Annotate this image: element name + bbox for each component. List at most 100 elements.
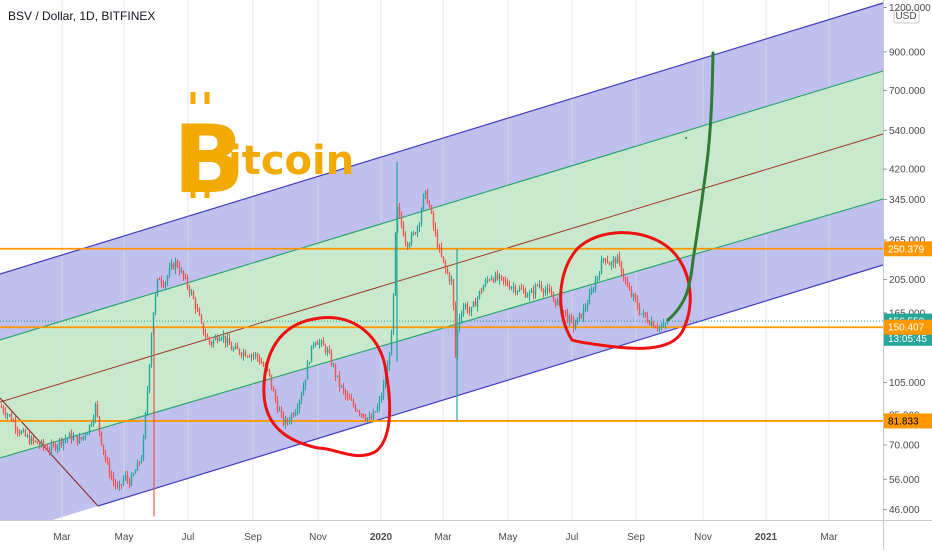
candle (84, 433, 87, 441)
candle-body (246, 356, 249, 358)
candle (626, 276, 629, 288)
candle-body (434, 226, 437, 234)
candle-body (552, 296, 555, 299)
candle-body (630, 290, 633, 297)
candle (154, 292, 157, 316)
candle (284, 415, 287, 430)
candle-body (122, 478, 125, 485)
candle (504, 276, 507, 287)
candle (484, 277, 487, 288)
candle (634, 292, 637, 303)
candle (4, 407, 7, 419)
candle (256, 352, 259, 362)
candle (526, 292, 529, 298)
candle (538, 280, 541, 289)
candle (574, 319, 577, 331)
candle-body (306, 363, 309, 380)
candle-body (436, 233, 439, 248)
candle-body (478, 291, 481, 298)
candle-body (228, 338, 231, 345)
candle-body (192, 291, 195, 299)
candle (22, 428, 25, 433)
candle (92, 414, 95, 427)
candle (98, 415, 101, 437)
candle (328, 345, 331, 355)
candle (398, 202, 401, 219)
channel-mid-line (0, 133, 884, 403)
candle (656, 323, 659, 332)
candle (52, 440, 55, 448)
candle-body (24, 430, 27, 437)
candle-body (136, 462, 139, 471)
candle (450, 275, 453, 286)
candle (122, 474, 125, 487)
candle-body (50, 444, 53, 452)
candle-body (236, 346, 239, 350)
candle (178, 261, 181, 276)
y-tick-label: 1200.000 (889, 3, 931, 14)
candle-body (270, 374, 273, 388)
candle (166, 274, 169, 286)
candle (664, 322, 667, 330)
candle (324, 343, 327, 355)
candle-body (40, 441, 43, 446)
candle (470, 306, 473, 317)
candle-body (76, 435, 79, 444)
candle (242, 348, 245, 361)
candle-body (200, 315, 203, 323)
candle-body (32, 437, 35, 441)
candle-body (564, 310, 567, 313)
candle (458, 313, 461, 333)
candle-body (432, 212, 435, 227)
candle (580, 313, 583, 320)
candle-body (516, 291, 519, 293)
candle-body (68, 433, 71, 438)
candle-body (322, 340, 325, 346)
candle-body (538, 285, 541, 287)
candle-body (172, 263, 175, 270)
candle (622, 268, 625, 282)
candle (372, 408, 375, 421)
candle-body (658, 326, 661, 329)
candle (590, 286, 593, 295)
currency-badge[interactable] (893, 9, 920, 24)
candle-body (584, 307, 587, 309)
time-axis-panel[interactable] (0, 520, 883, 550)
candle-body (486, 279, 489, 281)
candle-body (224, 335, 227, 343)
candle (86, 431, 89, 436)
candle-body (100, 431, 103, 445)
candle-body (44, 446, 47, 448)
candle (430, 205, 433, 214)
candle (320, 339, 323, 348)
candle-body (188, 287, 191, 293)
candle (206, 333, 209, 338)
candle (134, 469, 137, 474)
candle (596, 275, 599, 283)
price-axis-panel[interactable] (883, 0, 932, 550)
candle (254, 351, 257, 360)
candle (628, 282, 631, 291)
candle (196, 303, 199, 313)
candle (362, 413, 365, 419)
candle (300, 391, 303, 404)
candle (60, 437, 63, 449)
candle-body (80, 437, 83, 440)
candle-body (184, 276, 187, 278)
candle-body (468, 311, 471, 313)
candle-body (166, 276, 169, 283)
candle (42, 438, 45, 451)
candle-body (148, 365, 151, 391)
candle-body (212, 339, 215, 345)
candle-body (280, 410, 283, 413)
candle (436, 229, 439, 249)
candle-body (596, 276, 599, 281)
candle (382, 379, 385, 400)
candle (124, 471, 127, 482)
candle-body (610, 262, 613, 266)
candle (540, 281, 543, 292)
candle-body (20, 431, 23, 434)
candle (490, 275, 493, 281)
y-tick-label: 56.000 (889, 475, 920, 486)
